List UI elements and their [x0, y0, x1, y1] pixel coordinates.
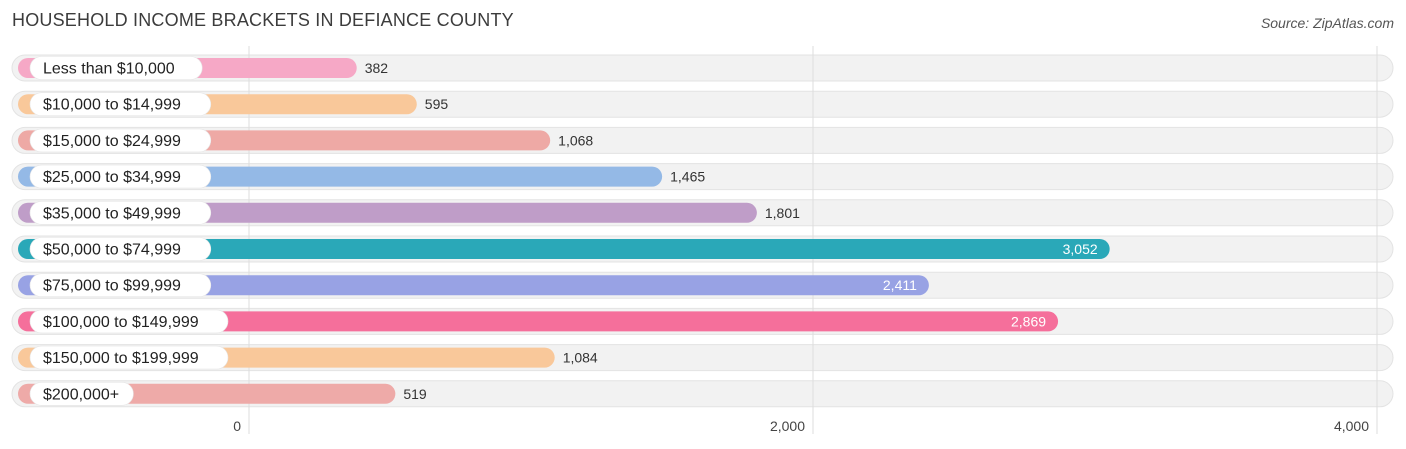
category-pill: [29, 56, 203, 80]
category-pill: [29, 273, 212, 298]
value-label: 382: [365, 60, 389, 76]
category-label: Less than $10,000: [43, 61, 175, 78]
category-label: $15,000 to $24,999: [43, 133, 181, 150]
category-label: $35,000 to $49,999: [43, 205, 181, 222]
value-label: 1,068: [558, 132, 593, 148]
category-pill: [29, 237, 212, 261]
value-label: 519: [403, 386, 427, 402]
chart-title: HOUSEHOLD INCOME BRACKETS IN DEFIANCE CO…: [12, 10, 514, 30]
category-pill: [29, 92, 212, 116]
category-label: $100,000 to $149,999: [43, 314, 199, 331]
x-tick-label: 4,000: [1334, 418, 1369, 434]
bar: [18, 239, 1110, 259]
category-pill: [29, 128, 212, 153]
value-label: 1,801: [765, 205, 800, 221]
category-label: $150,000 to $199,999: [43, 350, 199, 367]
value-label: 1,465: [670, 169, 705, 185]
category-label: $10,000 to $14,999: [43, 97, 181, 114]
category-label: $50,000 to $74,999: [43, 242, 181, 259]
value-label: 3,052: [1063, 241, 1098, 257]
category-label: $200,000+: [43, 386, 119, 403]
value-label: 1,084: [563, 350, 598, 366]
chart-source: Source: ZipAtlas.com: [1260, 15, 1394, 31]
bar: [18, 311, 1059, 332]
value-label: 595: [425, 96, 449, 112]
x-tick-label: 2,000: [770, 418, 805, 434]
category-pill: [29, 345, 229, 370]
category-label: $75,000 to $99,999: [43, 278, 181, 295]
bar: [18, 275, 929, 296]
category-label: $25,000 to $34,999: [43, 169, 181, 186]
row-track: [11, 54, 1394, 82]
category-pill: [29, 201, 212, 225]
category-pill: [29, 164, 212, 189]
category-pill: [29, 381, 134, 406]
category-pill: [29, 309, 229, 334]
value-label: 2,869: [1011, 313, 1046, 329]
x-tick-label: 0: [233, 418, 241, 434]
value-label: 2,411: [883, 277, 917, 293]
